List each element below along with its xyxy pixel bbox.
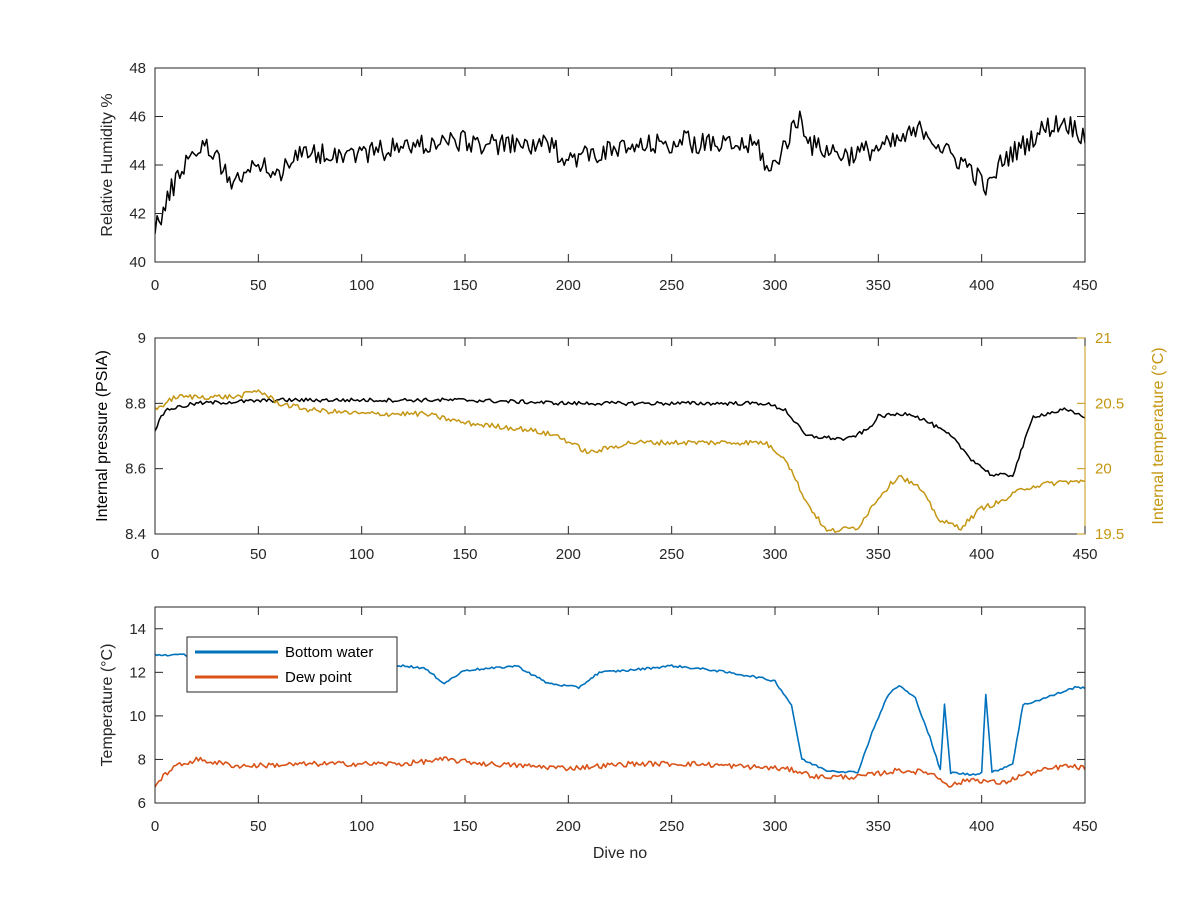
humidity-x-tick-label: 300 — [762, 277, 787, 294]
pressure-y-axis-title: Internal pressure (PSIA) — [94, 350, 111, 522]
humidity-x-tick-label: 150 — [452, 277, 477, 294]
temperature-panel: 0 50 100 150 200 250 300 350 400 450 6 8… — [99, 606, 1098, 862]
humidity-panel: 0 50 100 150 200 250 300 350 400 450 40 … — [99, 60, 1098, 294]
pressure-x-tick-label: 100 — [349, 546, 374, 563]
humidity-y-tick-label: 48 — [129, 60, 146, 77]
humidity-x-ticks: 0 50 100 150 200 250 300 350 400 450 — [151, 277, 1098, 294]
temperature-x-tick-label: 250 — [659, 818, 684, 835]
pressure-x-tick-label: 200 — [556, 546, 581, 563]
temperature-x-tick-label: 100 — [349, 818, 374, 835]
temperature-y-tick-label: 6 — [138, 795, 146, 812]
temperature-plot-area — [155, 607, 1085, 803]
humidity-x-tick-label: 450 — [1072, 277, 1097, 294]
temperature-y-tick-label: 10 — [129, 708, 146, 725]
pressure-y-tick-label: 8.8 — [125, 395, 146, 412]
pressure-x-tick-label: 300 — [762, 546, 787, 563]
temperature-x-tick-label: 400 — [969, 818, 994, 835]
humidity-y-tick-label: 42 — [129, 206, 146, 223]
legend-box — [186, 636, 398, 693]
humidity-y-ticks: 40 42 44 46 48 — [129, 60, 146, 271]
pressure-x-tick-label: 150 — [452, 546, 477, 563]
humidity-x-tick-label: 250 — [659, 277, 684, 294]
pressure-left-y-ticks: 8.4 8.6 8.8 9 — [125, 330, 146, 543]
pressure-x-tick-label: 350 — [866, 546, 891, 563]
temperature-tick-marks — [154, 607, 1086, 804]
pressure-x-tick-label: 50 — [250, 546, 267, 563]
pressure-series-1-line — [155, 389, 1085, 533]
x-axis-title: Dive no — [593, 845, 647, 862]
humidity-y-tick-label: 46 — [129, 109, 146, 126]
humidity-y-axis-title: Relative Humidity % — [99, 93, 116, 236]
pressure-x-ticks: 0 50 100 150 200 250 300 350 400 450 — [151, 546, 1098, 563]
temperature-series-1-line — [155, 756, 1085, 788]
pressure-x-tick-label: 400 — [969, 546, 994, 563]
temperature-x-tick-label: 350 — [866, 818, 891, 835]
pressure-plot-area — [155, 338, 1085, 534]
humidity-x-tick-label: 350 — [866, 277, 891, 294]
legend-label-dew-point: Dew point — [285, 669, 353, 686]
humidity-series-0-line — [155, 110, 1085, 235]
pressure-x-tick-label: 250 — [659, 546, 684, 563]
humidity-x-tick-label: 50 — [250, 277, 267, 294]
temperature-axes-box — [154, 606, 1086, 804]
temperature-y-tick-label: 14 — [129, 621, 146, 638]
temperature-y2-tick-label: 19.5 — [1095, 526, 1124, 543]
temperature-y-tick-label: 12 — [129, 664, 146, 681]
pressure-y-tick-label: 8.4 — [125, 526, 146, 543]
humidity-y-tick-label: 44 — [129, 157, 146, 174]
humidity-tick-marks — [154, 67, 1086, 263]
humidity-x-tick-label: 0 — [151, 277, 159, 294]
temperature-legend[interactable]: Bottom water Dew point — [186, 636, 398, 693]
humidity-x-tick-label: 100 — [349, 277, 374, 294]
temperature-y-ticks: 6 8 10 12 14 — [129, 621, 146, 812]
temperature-y-tick-label: 8 — [138, 751, 146, 768]
temperature-y2-axis-title: Internal temperature (°C) — [1150, 347, 1167, 524]
pressure-panel: 0 50 100 150 200 250 300 350 400 450 8.4… — [94, 330, 1167, 563]
pressure-series-lines — [155, 389, 1085, 533]
temperature-y-axis-title: Temperature (°C) — [99, 644, 116, 767]
temperature-x-ticks: 0 50 100 150 200 250 300 350 400 450 — [151, 818, 1098, 835]
humidity-y-tick-label: 40 — [129, 254, 146, 271]
temperature-x-tick-label: 300 — [762, 818, 787, 835]
temperature-y2-tick-label: 20.5 — [1095, 395, 1124, 412]
temperature-y2-tick-label: 21 — [1095, 330, 1112, 347]
humidity-x-tick-label: 200 — [556, 277, 581, 294]
temperature-x-tick-label: 150 — [452, 818, 477, 835]
humidity-series-lines — [155, 110, 1085, 235]
temperature-x-tick-label: 0 — [151, 818, 159, 835]
humidity-x-tick-label: 400 — [969, 277, 994, 294]
pressure-y-tick-label: 9 — [138, 330, 146, 347]
pressure-x-tick-label: 0 — [151, 546, 159, 563]
legend-label-bottom-water: Bottom water — [285, 644, 373, 661]
pressure-right-y-ticks: 19.5 20 20.5 21 — [1095, 330, 1124, 543]
humidity-plot-area — [155, 68, 1085, 262]
temperature-x-tick-label: 450 — [1072, 818, 1097, 835]
temperature-x-tick-label: 200 — [556, 818, 581, 835]
pressure-tick-marks — [154, 337, 1086, 535]
pressure-y-tick-label: 8.6 — [125, 461, 146, 478]
temperature-y2-tick-label: 20 — [1095, 461, 1112, 478]
pressure-series-0-line — [155, 397, 1085, 478]
pressure-x-tick-label: 450 — [1072, 546, 1097, 563]
temperature-x-tick-label: 50 — [250, 818, 267, 835]
